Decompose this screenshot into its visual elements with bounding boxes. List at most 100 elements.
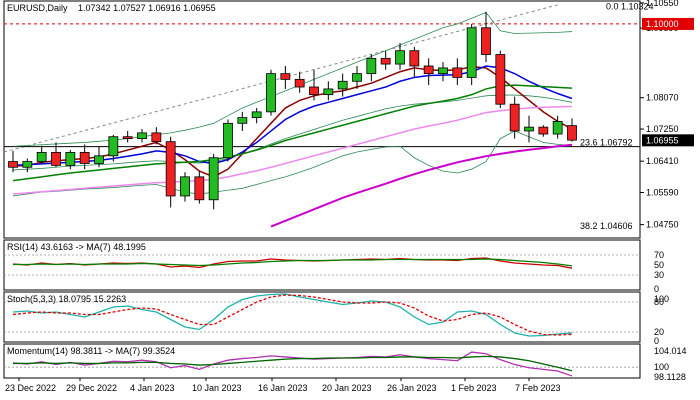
candle-body bbox=[495, 54, 506, 105]
indicator-header: RSI(14) 43.6163 -> MA(7) 48.1995 bbox=[7, 242, 146, 252]
indicator-tick-label: 0 bbox=[654, 284, 659, 294]
chart-header: EURUSD,Daily 1.07342 1.07527 1.06916 1.0… bbox=[7, 3, 216, 13]
candle-body bbox=[337, 80, 348, 90]
candle-body bbox=[208, 157, 219, 201]
x-axis: 23 Dec 2022 29 Dec 2022 4 Jan 2023 10 Jan 2… bbox=[5, 378, 561, 393]
price-level-tag-0 bbox=[642, 17, 694, 30]
bollinger-middle bbox=[12, 94, 573, 171]
indicator-series-1 bbox=[13, 258, 573, 267]
price-tick-label: 1.10550 bbox=[646, 0, 679, 8]
indicator-tick-label: 0 bbox=[654, 336, 659, 346]
candle-body bbox=[395, 50, 405, 65]
indicator-series-1 bbox=[12, 294, 573, 336]
candle-body bbox=[8, 161, 18, 168]
candle-body bbox=[151, 132, 162, 143]
moving-average-4 bbox=[270, 143, 573, 228]
moving-average-3 bbox=[12, 105, 573, 195]
candle-body bbox=[481, 27, 491, 55]
x-tick-label: 16 Jan 2023 bbox=[258, 383, 308, 393]
candle-body bbox=[108, 136, 119, 157]
indicator-header: Momentum(14) 98.3811 -> MA(7) 99.3524 bbox=[7, 346, 175, 356]
candle-body bbox=[180, 176, 190, 197]
x-tick-label: 20 Jan 2023 bbox=[322, 383, 372, 393]
candle-body bbox=[280, 73, 291, 80]
fib-label-2: 38.2 1.04606 bbox=[580, 221, 633, 231]
x-tick-label: 4 Jan 2023 bbox=[130, 383, 175, 393]
x-tick-label: 10 Jan 2023 bbox=[192, 383, 242, 393]
x-tick-label: 23 Dec 2022 bbox=[5, 383, 56, 393]
panel-backgrounds bbox=[3, 0, 641, 379]
price-tick-label: 1.05590 bbox=[646, 188, 679, 198]
candle-body bbox=[137, 132, 147, 140]
price-tick-label: 1.08070 bbox=[646, 93, 679, 103]
indicator-tick-label: 80 bbox=[654, 297, 664, 307]
candle-body bbox=[251, 111, 262, 118]
candle-body bbox=[438, 67, 448, 75]
candle-body bbox=[567, 125, 577, 141]
indicator-tick-label: 100 bbox=[654, 294, 669, 304]
moving-average-0 bbox=[12, 65, 573, 178]
panel-frame-3 bbox=[3, 343, 641, 379]
fib-label-1: 23.6 1.06792 bbox=[580, 138, 633, 148]
x-tick-label: 1 Feb 2023 bbox=[451, 383, 497, 393]
indicator-tick-label: 98.1128 bbox=[654, 372, 686, 382]
candle-body bbox=[22, 161, 33, 168]
indicator-tick-label: 104.014 bbox=[654, 346, 687, 356]
candle-body bbox=[65, 151, 76, 166]
indicator-header: Stoch(5,3,3) 18.0795 15.2263 bbox=[7, 294, 126, 304]
candle-body bbox=[266, 73, 276, 113]
price-tick-label: 1.06410 bbox=[646, 156, 679, 166]
candle-body bbox=[409, 50, 420, 67]
candle-body bbox=[122, 136, 133, 140]
price-level-tag-label-0: 1.10000 bbox=[646, 19, 679, 29]
candle-body bbox=[352, 73, 362, 82]
price-tick-label: 1.04750 bbox=[646, 220, 679, 230]
x-tick-label: 29 Dec 2022 bbox=[66, 383, 117, 393]
candle-body bbox=[36, 151, 47, 162]
candle-body bbox=[165, 141, 176, 197]
price-level-tag-1 bbox=[642, 134, 694, 147]
indicator-tick-label: 20 bbox=[654, 327, 664, 337]
candle-body bbox=[509, 103, 520, 132]
price-level-tag-label-1: 1.06955 bbox=[646, 135, 679, 145]
indicator-tick-label: 100 bbox=[654, 362, 669, 372]
candle-body bbox=[309, 86, 319, 96]
candle-body bbox=[194, 176, 205, 201]
indicator-tick-label: 50 bbox=[654, 260, 664, 270]
bollinger-lower bbox=[12, 130, 573, 197]
candle-body bbox=[366, 57, 377, 75]
candle-body bbox=[294, 78, 305, 88]
candle-body bbox=[237, 117, 248, 124]
price-tick-label: 1.07250 bbox=[646, 124, 679, 134]
candle-body bbox=[51, 151, 61, 166]
candle-body bbox=[552, 121, 563, 135]
moving-average-2 bbox=[12, 84, 573, 182]
candle-body bbox=[79, 151, 90, 164]
candle-body bbox=[524, 126, 534, 132]
candle-body bbox=[466, 27, 477, 78]
indicator-tick-label: 30 bbox=[654, 270, 664, 280]
moving-average-1 bbox=[12, 65, 573, 167]
indicator-tick-label: 70 bbox=[654, 250, 664, 260]
symbol-label: EURUSD,Daily bbox=[7, 3, 68, 13]
ohlc-values: 1.07342 1.07527 1.06916 1.06955 bbox=[78, 3, 216, 13]
indicator-series-1 bbox=[13, 355, 573, 372]
indicator-series-0 bbox=[12, 293, 573, 337]
candle-body bbox=[452, 67, 463, 78]
candle-body bbox=[94, 155, 104, 164]
candle-body bbox=[380, 57, 391, 65]
panel-frame-0 bbox=[3, 0, 641, 239]
bollinger-upper bbox=[12, 11, 573, 147]
x-tick-label: 26 Jan 2023 bbox=[387, 383, 437, 393]
candle-body bbox=[223, 122, 233, 159]
indicator-series-0 bbox=[12, 351, 573, 377]
candle-body bbox=[423, 65, 434, 75]
candle-body bbox=[323, 88, 334, 96]
price-panel: 1.105501.098901.080701.072501.064101.055… bbox=[3, 0, 694, 231]
candle-body bbox=[538, 126, 549, 135]
x-tick-label: 7 Feb 2023 bbox=[515, 383, 561, 393]
